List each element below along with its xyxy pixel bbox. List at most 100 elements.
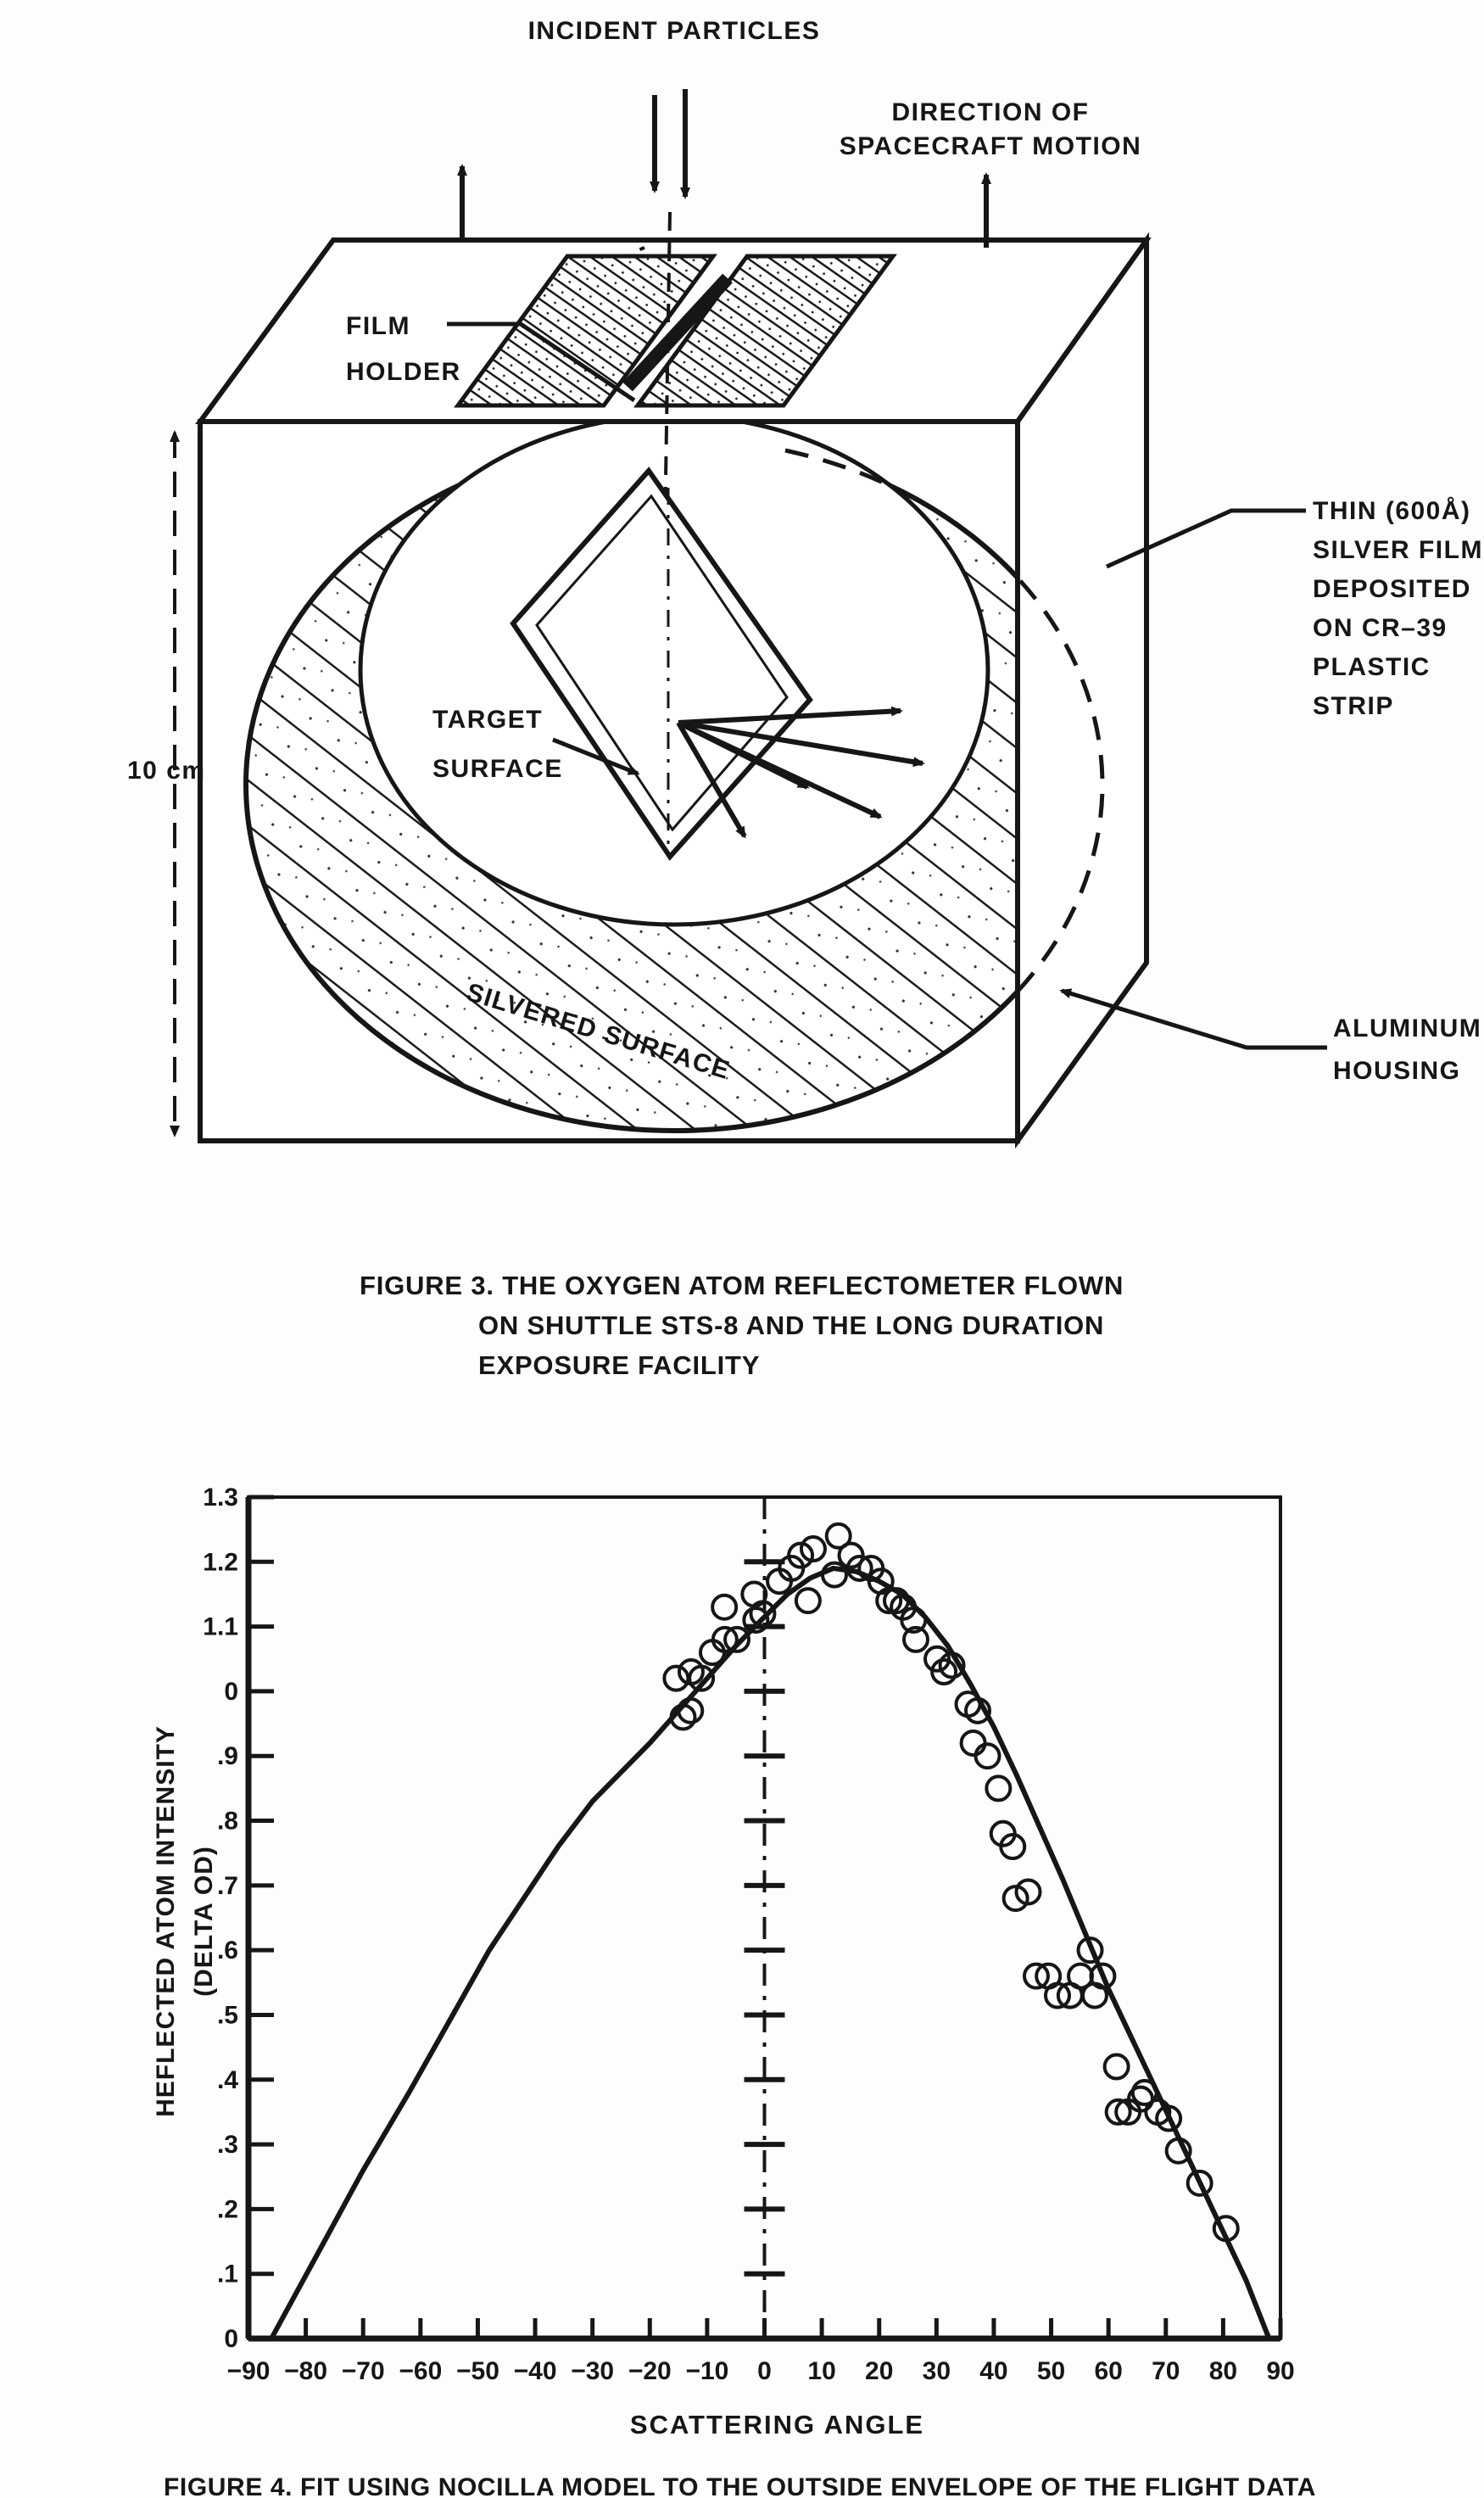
direction-label-line2: SPACECRAFT MOTION [840,132,1142,160]
target-surface-label-line2: SURFACE [432,755,563,783]
scattered-arrows [676,706,925,839]
y-tick-label: 1.1 [203,1613,238,1641]
y-tick-label: .7 [217,1872,238,1900]
film-holder-strip-left [454,254,717,408]
data-point [677,1696,705,1724]
x-tick-label: 40 [979,2357,1007,2385]
silver-film-line1: THIN (600Å) [1313,497,1471,525]
x-tick-label: 20 [865,2357,893,2385]
data-point [711,1625,739,1653]
y-tick-label: 0 [224,1678,238,1706]
data-point [794,1587,822,1615]
film-slot [622,273,733,392]
data-point [711,1593,739,1621]
film-holder-label-line1: FILM [346,312,410,340]
housing-right-face [1015,232,1149,1149]
y-tick-label: .8 [217,1808,238,1836]
data-point [1186,2169,1213,2197]
x-tick-label: 60 [1094,2357,1122,2385]
data-point [1104,2098,1132,2126]
data-point [938,1651,966,1679]
data-point [923,1645,951,1673]
scattering-chart: 1.3 1.2 1.1 0 .9 .8 .7 .6 .5 .4 .3 .2 .1 0 −90 −80 −70 −6… [152,1484,1295,2439]
fit-curve [269,1565,1272,2341]
y-tick-label: 1.2 [203,1548,238,1576]
reflectometer-diagram: INCIDENT PARTICLES DIRECTION OF SPACECRA… [127,17,1483,1149]
silver-film-line2: SILVER FILM [1313,536,1483,564]
y-axis-title-line2: (DELTA OD) [190,1846,218,1997]
x-tick-label: 70 [1152,2357,1180,2385]
data-point [964,1696,992,1724]
cavity-rim-dashed-arc [784,448,1105,1070]
x-tick-label: −50 [456,2357,499,2385]
figure4-caption: FIGURE 4. FIT USING NOCILLA MODEL TO THE… [164,2473,1316,2498]
data-point [742,1606,770,1634]
x-tick-label: −40 [514,2357,557,2385]
silver-film-line6: STRIP [1313,692,1394,720]
data-point [999,1833,1027,1861]
x-tick-label: −80 [284,2357,327,2385]
data-point [901,1625,929,1653]
y-tick-label: .4 [217,2066,238,2094]
figure3-caption: FIGURE 3. THE OXYGEN ATOM REFLECTOMETER … [360,1266,1124,1385]
dimension-label: 10 cm [127,757,206,785]
data-point [974,1742,1001,1770]
data-point [883,1587,911,1615]
x-tick-label: 10 [807,2357,835,2385]
figure3-caption-line3: EXPOSURE FACILITY [478,1350,761,1380]
x-tick-label: −10 [685,2357,728,2385]
silver-film-line3: DEPOSITED [1313,575,1471,603]
x-tick-label: 90 [1266,2357,1294,2385]
data-point [900,1606,928,1634]
aluminum-housing-leader [1059,988,1327,1050]
data-point [1130,2079,1158,2107]
data-point [1076,1936,1104,1964]
data-point [930,1658,958,1686]
target-surface-leader [552,737,640,776]
y-axis-title-line1: HEFLECTED ATOM INTENSITY [152,1725,180,2117]
data-point [1212,2215,1240,2243]
x-tick-label: 80 [1209,2357,1237,2385]
x-tick-label: −60 [399,2357,442,2385]
x-tick-label: −20 [628,2357,672,2385]
data-point [875,1587,903,1615]
data-point [1164,2137,1192,2165]
incident-dashed-path [663,211,672,535]
data-point [688,1664,716,1692]
data-point [1014,1878,1042,1906]
figure3-caption-line2: ON SHUTTLE STS-8 AND THE LONG DURATION [478,1310,1105,1340]
data-point [1089,1962,1117,1990]
x-tick-label: −70 [342,2357,385,2385]
data-point [1022,1962,1050,1990]
y-tick-label: .5 [217,2001,238,2029]
x-tick-label: −90 [227,2357,271,2385]
data-point [669,1703,697,1731]
y-tick-label: .1 [217,2260,238,2288]
aluminum-housing-label-line2: HOUSING [1333,1057,1461,1085]
figure3-caption-line1: FIGURE 3. THE OXYGEN ATOM REFLECTOMETER … [360,1271,1124,1300]
data-point [1155,2104,1183,2132]
aluminum-housing-label-line1: ALUMINUM [1333,1014,1481,1042]
data-point [959,1729,987,1757]
x-tick-label: 30 [923,2357,951,2385]
x-axis-title: SCATTERING ANGLE [630,2410,924,2439]
x-tick-label: −30 [571,2357,614,2385]
data-point [662,1664,690,1692]
y-tick-label: .6 [217,1936,238,1964]
data-point [787,1541,815,1569]
data-point [799,1535,827,1563]
y-tick-label: 0 [224,2325,238,2353]
data-point [1001,1885,1029,1913]
data-point [1043,1981,1071,2009]
y-tick-label: .9 [217,1742,238,1770]
y-tick-label: .3 [217,2131,238,2159]
silver-film-leader [1105,508,1306,569]
data-point [1102,2053,1130,2081]
direction-label-line1: DIRECTION OF [892,98,1090,126]
film-holder-leader [447,321,636,403]
silver-film-line4: ON CR–39 [1313,614,1448,642]
incident-particles-label: INCIDENT PARTICLES [528,17,821,45]
x-tick-label: 0 [757,2357,772,2385]
y-tick-label: .2 [217,2195,238,2223]
